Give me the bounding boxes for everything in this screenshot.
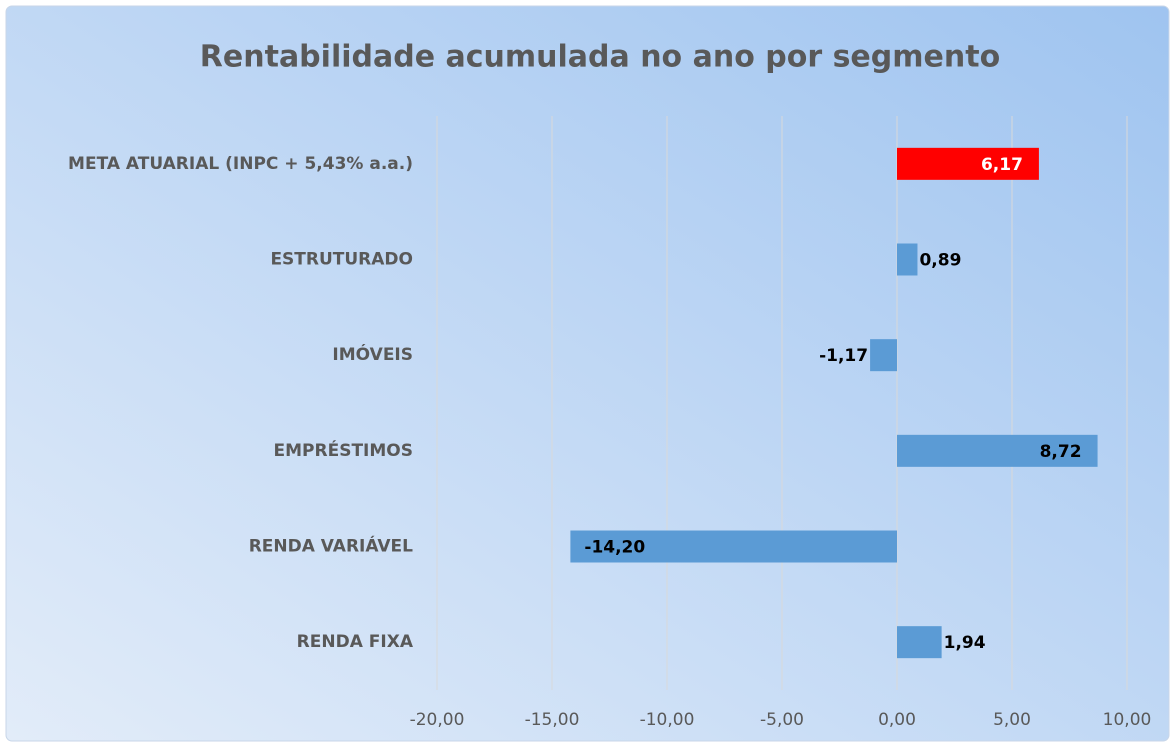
bar <box>897 147 1039 180</box>
x-tick-label: 10,00 <box>1103 710 1152 730</box>
data-label: 0,89 <box>919 251 961 271</box>
x-tick-label: -10,00 <box>640 710 695 730</box>
y-tick-label: EMPRÉSTIMOS <box>274 439 413 461</box>
bar <box>897 434 1098 467</box>
y-tick-label: RENDA VARIÁVEL <box>249 535 413 557</box>
data-label: 8,72 <box>1040 442 1082 462</box>
x-tick-label: -5,00 <box>760 710 804 730</box>
x-tick-label: -15,00 <box>525 710 580 730</box>
bar <box>570 530 897 563</box>
bar <box>897 243 918 276</box>
x-tick-label: 0,00 <box>878 710 916 730</box>
chart-title: Rentabilidade acumulada no ano por segme… <box>200 40 1000 75</box>
bar <box>870 339 897 372</box>
data-label: -1,17 <box>819 346 868 366</box>
chart-background <box>5 5 1170 742</box>
x-tick-label: 5,00 <box>993 710 1031 730</box>
y-tick-label: IMÓVEIS <box>332 343 413 365</box>
data-label: 6,17 <box>981 155 1023 175</box>
y-tick-label: RENDA FIXA <box>297 632 414 652</box>
y-tick-label: ESTRUTURADO <box>270 250 413 270</box>
y-tick-label: META ATUARIAL (INPC + 5,43% a.a.) <box>68 154 413 174</box>
data-label: 1,94 <box>944 633 986 653</box>
x-tick-label: -20,00 <box>410 710 465 730</box>
bar <box>897 626 942 659</box>
data-label: -14,20 <box>584 538 645 558</box>
